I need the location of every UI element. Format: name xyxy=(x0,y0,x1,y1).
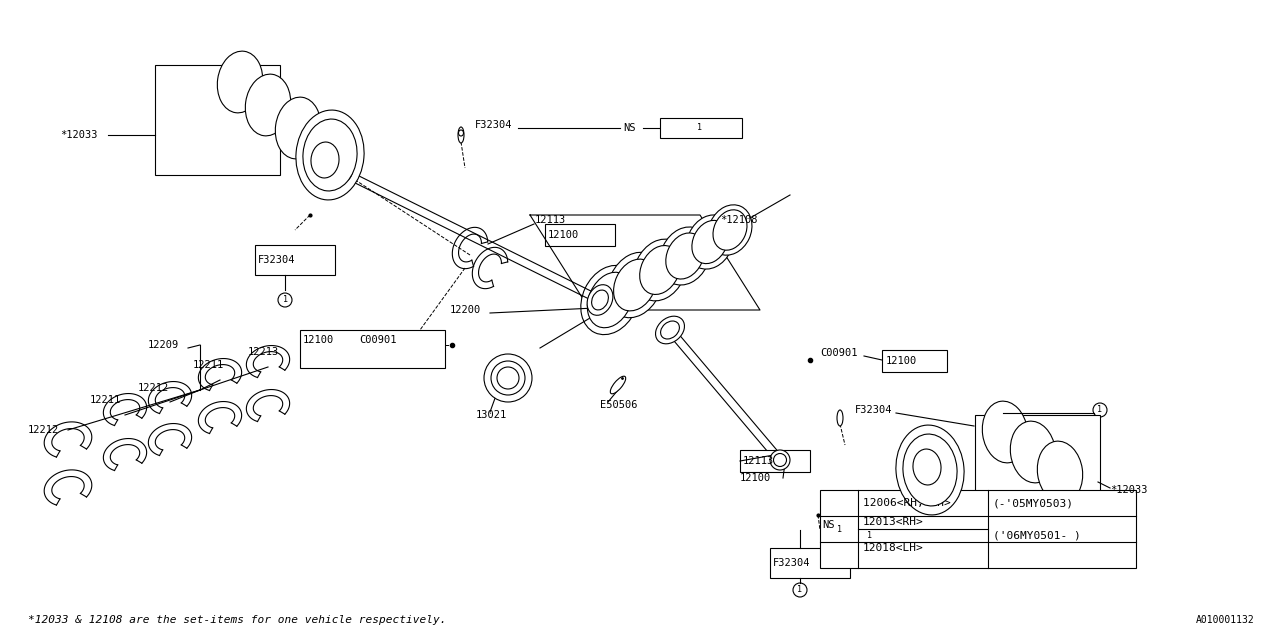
Bar xyxy=(820,490,1137,568)
Text: F32304: F32304 xyxy=(259,255,296,265)
Bar xyxy=(300,330,445,368)
Ellipse shape xyxy=(640,246,680,294)
Text: 12100: 12100 xyxy=(886,356,918,366)
Bar xyxy=(771,548,850,578)
Text: 12113: 12113 xyxy=(535,215,566,225)
Ellipse shape xyxy=(588,285,613,316)
Text: (-'05MY0503): (-'05MY0503) xyxy=(993,498,1074,508)
Ellipse shape xyxy=(484,354,532,402)
Text: 12013<RH>: 12013<RH> xyxy=(863,517,924,527)
Ellipse shape xyxy=(708,205,751,255)
Text: 12100: 12100 xyxy=(303,335,334,345)
Ellipse shape xyxy=(634,239,686,301)
Text: 1: 1 xyxy=(837,525,841,534)
Text: A010001132: A010001132 xyxy=(1197,615,1254,625)
Ellipse shape xyxy=(896,425,964,515)
Text: 12113: 12113 xyxy=(742,456,774,466)
Ellipse shape xyxy=(660,321,680,339)
Text: NS: NS xyxy=(822,520,835,530)
Ellipse shape xyxy=(837,410,844,426)
Bar xyxy=(545,224,614,246)
Bar xyxy=(882,350,947,372)
Text: 1: 1 xyxy=(283,296,288,305)
Ellipse shape xyxy=(902,434,957,506)
Ellipse shape xyxy=(713,210,748,250)
Ellipse shape xyxy=(458,127,465,143)
Text: 1: 1 xyxy=(698,124,703,132)
Text: 1: 1 xyxy=(797,586,803,595)
Text: *12033: *12033 xyxy=(60,130,97,140)
Ellipse shape xyxy=(773,454,786,467)
Text: *12033 & 12108 are the set-items for one vehicle respectively.: *12033 & 12108 are the set-items for one… xyxy=(28,615,447,625)
Text: 12211: 12211 xyxy=(90,395,122,405)
Text: F32304: F32304 xyxy=(475,120,512,130)
Ellipse shape xyxy=(497,367,518,389)
Text: 12213: 12213 xyxy=(248,347,279,357)
Ellipse shape xyxy=(588,272,632,328)
Text: F32304: F32304 xyxy=(855,405,892,415)
Ellipse shape xyxy=(611,376,626,394)
Ellipse shape xyxy=(335,166,348,179)
Ellipse shape xyxy=(332,162,352,182)
Ellipse shape xyxy=(666,233,704,279)
Text: F32304: F32304 xyxy=(773,558,810,568)
Ellipse shape xyxy=(591,290,608,310)
Bar xyxy=(740,450,810,472)
Ellipse shape xyxy=(608,252,663,317)
Text: *12033: *12033 xyxy=(1110,485,1147,495)
Text: 12212: 12212 xyxy=(138,383,169,393)
Ellipse shape xyxy=(296,110,364,200)
Ellipse shape xyxy=(655,316,685,344)
Text: 12006<RH, LH>: 12006<RH, LH> xyxy=(863,498,951,508)
Bar xyxy=(255,245,335,275)
Ellipse shape xyxy=(458,130,463,136)
Ellipse shape xyxy=(692,220,728,264)
Ellipse shape xyxy=(492,361,525,395)
Ellipse shape xyxy=(275,97,321,159)
Text: C00901: C00901 xyxy=(358,335,397,345)
Text: 12212: 12212 xyxy=(28,425,59,435)
Ellipse shape xyxy=(218,51,262,113)
Text: 1: 1 xyxy=(1097,406,1102,415)
Ellipse shape xyxy=(913,449,941,485)
Ellipse shape xyxy=(613,259,657,311)
Ellipse shape xyxy=(771,450,790,470)
Text: 12211: 12211 xyxy=(193,360,224,370)
Text: C00901: C00901 xyxy=(820,348,858,358)
Ellipse shape xyxy=(686,215,733,269)
Text: 12100: 12100 xyxy=(548,230,580,240)
Text: E50506: E50506 xyxy=(600,400,637,410)
Bar xyxy=(660,118,742,138)
Text: 12018<LH>: 12018<LH> xyxy=(863,543,924,553)
Ellipse shape xyxy=(982,401,1028,463)
Text: *12108: *12108 xyxy=(719,215,758,225)
Text: ('06MY0501- ): ('06MY0501- ) xyxy=(993,530,1080,540)
Bar xyxy=(975,415,1100,525)
Text: 12200: 12200 xyxy=(451,305,481,315)
Ellipse shape xyxy=(1037,441,1083,503)
Text: 12100: 12100 xyxy=(740,473,772,483)
Ellipse shape xyxy=(246,74,291,136)
Text: 12209: 12209 xyxy=(148,340,179,350)
Text: 1: 1 xyxy=(868,531,873,540)
Ellipse shape xyxy=(303,119,357,191)
Text: 13021: 13021 xyxy=(476,410,507,420)
Ellipse shape xyxy=(311,142,339,178)
Ellipse shape xyxy=(659,227,710,285)
Ellipse shape xyxy=(1010,421,1056,483)
Bar xyxy=(155,65,280,175)
Text: NS: NS xyxy=(623,123,635,133)
Ellipse shape xyxy=(581,266,639,335)
